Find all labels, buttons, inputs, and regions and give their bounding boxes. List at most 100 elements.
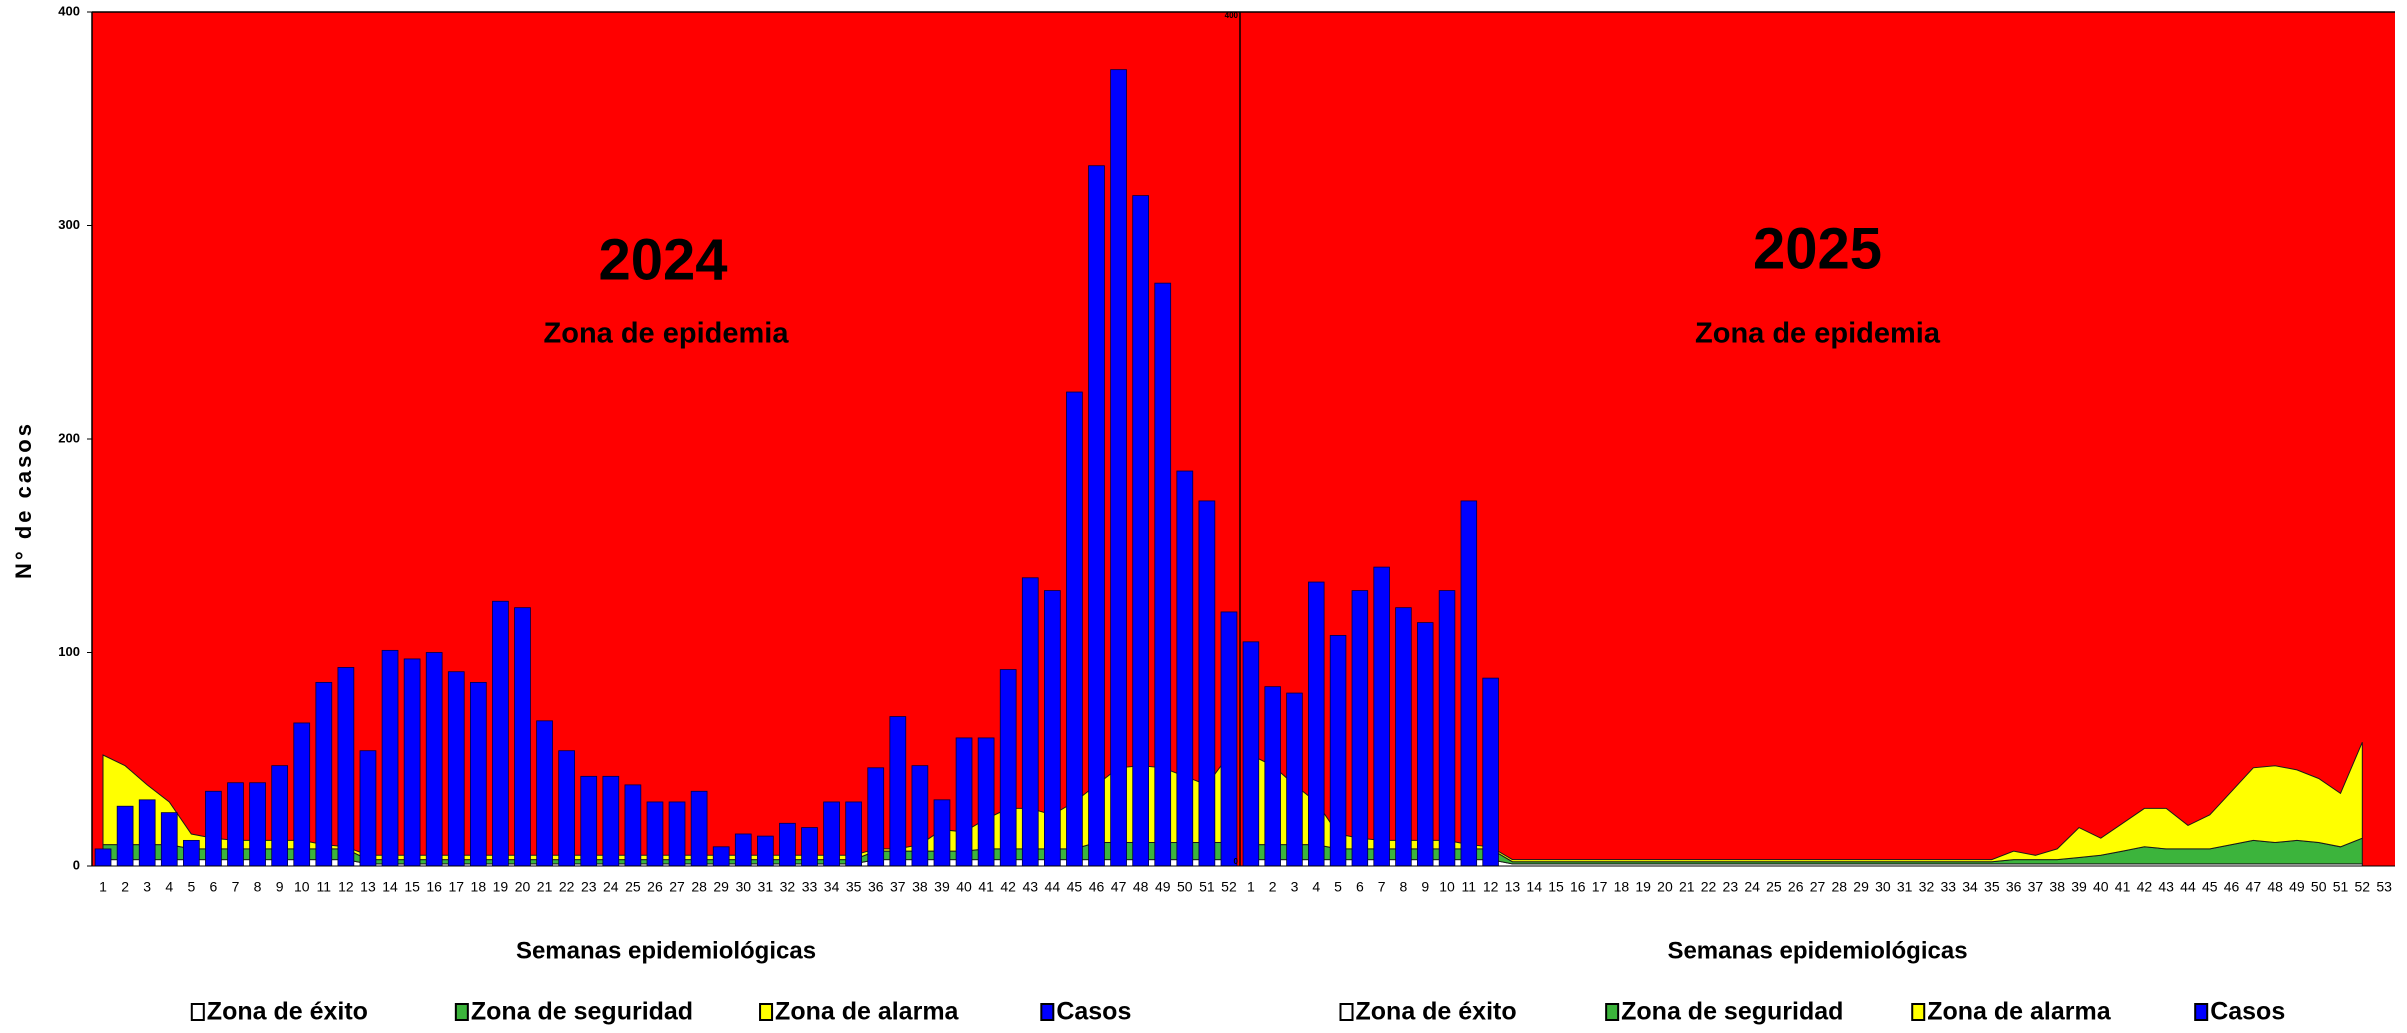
y-tick-label: 200: [58, 430, 80, 445]
bar: [911, 765, 929, 867]
bar: [1242, 641, 1260, 867]
x-tick-label: 26: [647, 879, 663, 895]
bar: [1438, 590, 1456, 867]
bar: [403, 658, 421, 867]
bar: [425, 652, 443, 867]
y-tick-label: 400: [58, 3, 80, 18]
x-tick-label: 8: [254, 879, 262, 895]
x-tick-label: 44: [2180, 879, 2196, 895]
bar: [227, 782, 244, 867]
x-tick-label: 38: [912, 879, 928, 895]
legend-label: Zona de alarma: [1927, 998, 2111, 1026]
x-tick-label: 49: [1155, 879, 1171, 895]
bar: [558, 750, 576, 867]
bar: [116, 805, 134, 867]
legend-swatch: [1339, 1003, 1354, 1021]
legend-label: Zona de alarma: [775, 998, 959, 1026]
bar: [1132, 195, 1150, 867]
x-tick-label: 30: [735, 879, 751, 895]
x-tick-label: 17: [448, 879, 464, 895]
x-tick-label: 39: [2071, 879, 2087, 895]
x-tick-label: 18: [471, 879, 487, 895]
x-tick-label: 11: [1462, 879, 1477, 895]
x-tick-label: 5: [1334, 879, 1342, 895]
x-tick-label: 43: [1022, 879, 1038, 895]
x-tick-label: 26: [1788, 879, 1804, 895]
x-tick-label: 51: [1199, 879, 1215, 895]
x-tick-label: 21: [1679, 879, 1695, 895]
x-tick-label: 2: [1269, 879, 1277, 895]
bar: [1043, 590, 1061, 867]
x-tick-label: 4: [165, 879, 173, 895]
x-axis-label: Semanas epidemiológicas: [1667, 937, 1967, 964]
legend-swatch: [1911, 1003, 1926, 1021]
x-tick-label: 2: [121, 879, 129, 895]
x-tick-label: 20: [1657, 879, 1673, 895]
legend-swatch: [190, 1003, 205, 1021]
x-tick-label: 46: [2224, 879, 2240, 895]
bar: [160, 812, 178, 867]
zone-label: Zona de epidemia: [544, 318, 790, 350]
bar: [933, 799, 951, 867]
bar: [1395, 607, 1412, 867]
y-tick-label: 100: [58, 644, 80, 659]
x-tick-label: 6: [1356, 879, 1364, 895]
legend-swatch: [2194, 1003, 2209, 1021]
x-tick-label: 37: [890, 879, 906, 895]
bar: [977, 737, 995, 867]
x-tick-label: 38: [2049, 879, 2065, 895]
x-tick-label: 13: [1505, 879, 1521, 895]
y-tick-label: 300: [58, 217, 80, 232]
x-tick-label: 1: [99, 879, 107, 895]
x-tick-label: 37: [2028, 879, 2044, 895]
x-tick-label: 44: [1045, 879, 1061, 895]
x-tick-label: 7: [1378, 879, 1386, 895]
x-tick-label: 16: [1570, 879, 1586, 895]
bar: [182, 839, 200, 867]
bar: [1329, 635, 1347, 867]
x-tick-label: 8: [1400, 879, 1408, 895]
x-tick-label: 15: [404, 879, 420, 895]
x-tick-label: 42: [2137, 879, 2153, 895]
bar: [469, 681, 487, 867]
x-tick-label: 49: [2289, 879, 2305, 895]
legend-label: Casos: [1056, 998, 1131, 1026]
legend-label: Zona de seguridad: [471, 998, 693, 1026]
x-tick-label: 40: [2093, 879, 2109, 895]
legend-swatch: [759, 1003, 774, 1021]
x-tick-label: 25: [1766, 879, 1782, 895]
x-tick-label: 48: [2267, 879, 2283, 895]
x-tick-label: 52: [1221, 879, 1237, 895]
y-axis-label: N° de casos: [11, 421, 36, 579]
x-tick-label: 29: [1853, 879, 1869, 895]
bar: [94, 848, 112, 867]
x-tick-label: 52: [2355, 879, 2371, 895]
bar: [1286, 692, 1303, 867]
bar: [646, 801, 664, 867]
x-tick-label: 34: [1962, 879, 1978, 895]
bar: [602, 775, 620, 867]
x-tick-label: 23: [581, 879, 597, 895]
x-tick-label: 33: [802, 879, 818, 895]
x-tick-label: 20: [515, 879, 531, 895]
x-tick-label: 17: [1592, 879, 1608, 895]
chart-title: 2025: [1753, 216, 1882, 281]
x-tick-label: 53: [2376, 879, 2392, 895]
bar: [271, 765, 289, 867]
x-tick-label: 46: [1089, 879, 1105, 895]
bar: [1021, 577, 1039, 867]
x-tick-label: 9: [276, 879, 284, 895]
x-tick-label: 6: [210, 879, 218, 895]
y-tick-label: 0: [1234, 857, 1239, 866]
x-tick-label: 27: [669, 879, 685, 895]
x-tick-label: 28: [1832, 879, 1848, 895]
x-tick-label: 43: [2158, 879, 2174, 895]
x-tick-label: 35: [846, 879, 862, 895]
bar: [734, 833, 752, 867]
bar: [1154, 282, 1172, 867]
x-tick-label: 5: [187, 879, 195, 895]
x-tick-label: 12: [1483, 879, 1499, 895]
x-tick-label: 31: [1897, 879, 1913, 895]
x-tick-label: 33: [1940, 879, 1956, 895]
x-tick-label: 31: [758, 879, 774, 895]
